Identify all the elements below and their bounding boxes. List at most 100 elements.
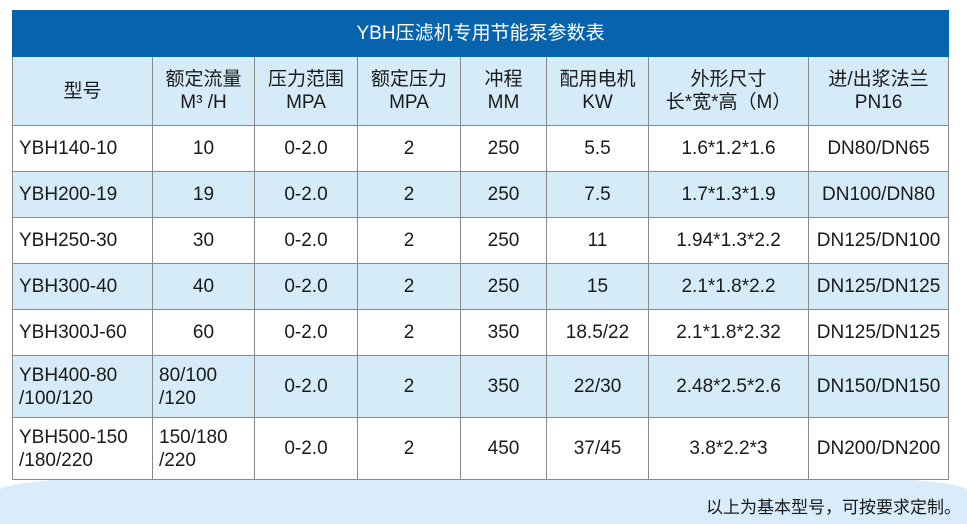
- cell-motor: 22/30: [546, 355, 649, 418]
- cell-stroke: 250: [460, 171, 547, 218]
- cell-pressure: 2: [357, 417, 461, 480]
- header-label: 外形尺寸: [690, 69, 767, 90]
- cell-motor: 7.5: [546, 171, 649, 218]
- column-header: 外形尺寸 长*宽*高（M）: [648, 56, 809, 126]
- cell-line: 80/100: [159, 364, 218, 386]
- column-header: 配用电机 KW: [546, 56, 649, 126]
- cell-flange: DN100/DN80: [807, 171, 950, 218]
- cell-range: 0-2.0: [254, 355, 358, 418]
- table-row: YBH300-40 40 0-2.0 2 250 15 2.1*1.8*2.2 DN125/D…: [12, 263, 950, 310]
- cell-pressure: 2: [357, 217, 461, 264]
- cell-flow: 60: [152, 309, 255, 356]
- cell-line: YBH140-10: [19, 138, 118, 159]
- cell-size: 1.94*1.3*2.2: [648, 217, 809, 264]
- cell-model: YBH300-40: [12, 263, 153, 310]
- cell-flow: 40: [152, 263, 255, 310]
- column-header: 压力范围 MPA: [254, 56, 358, 126]
- cell-line: YBH250-30: [19, 230, 118, 251]
- header-unit: PN16: [854, 92, 903, 113]
- header-unit: 长*宽*高（M）: [665, 92, 792, 113]
- column-header: 型号: [12, 56, 153, 126]
- cell-size: 1.7*1.3*1.9: [648, 171, 809, 218]
- cell-motor: 15: [546, 263, 649, 310]
- cell-flange: DN200/DN200: [807, 417, 950, 480]
- table-row: YBH400-80/100/120 80/100/120 0-2.0 2 350 22/3…: [12, 355, 950, 418]
- cell-model: YBH200-19: [12, 171, 153, 218]
- cell-model: YBH250-30: [12, 217, 153, 264]
- cell-range: 0-2.0: [254, 171, 358, 218]
- column-header: 额定流量 M³ /H: [152, 56, 255, 126]
- column-header: 进/出浆法兰 PN16: [807, 56, 950, 126]
- cell-line: YBH300-40: [19, 276, 118, 297]
- table-row: YBH500-150/180/220 150/180/220 0-2.0 2 450 37…: [12, 417, 950, 480]
- cell-line: 60: [192, 322, 215, 343]
- cell-motor: 11: [546, 217, 649, 264]
- table-row: YBH250-30 30 0-2.0 2 250 11 1.94*1.3*2.2 DN125/…: [12, 217, 950, 264]
- cell-flow: 30: [152, 217, 255, 264]
- cell-size: 2.1*1.8*2.2: [648, 263, 809, 310]
- table-title: YBH压滤机专用节能泵参数表: [11, 10, 950, 57]
- header-row: 型号 额定流量 M³ /H 压力范围 MPA 额定压力 MPA 冲程 MM 配用电机 KW 外形尺寸长…: [12, 56, 950, 126]
- cell-model: YBH400-80/100/120: [12, 355, 153, 418]
- cell-size: 1.6*1.2*1.6: [648, 125, 809, 172]
- cell-pressure: 2: [357, 125, 461, 172]
- header-label: 冲程: [484, 69, 523, 90]
- cell-motor: 37/45: [546, 417, 649, 480]
- cell-flange: DN80/DN65: [807, 125, 950, 172]
- header-label: 压力范围: [267, 69, 344, 90]
- table-row: YBH300J-60 60 0-2.0 2 350 18.5/22 2.1*1.8*2.32…: [12, 309, 950, 356]
- cell-motor: 5.5: [546, 125, 649, 172]
- cell-size: 2.48*2.5*2.6: [648, 355, 809, 418]
- spec-table-container: YBH压滤机专用节能泵参数表 型号 额定流量 M³ /H 压力范围 MPA 额定压力 MPA…: [11, 10, 950, 480]
- cell-range: 0-2.0: [254, 217, 358, 264]
- cell-pressure: 2: [357, 263, 461, 310]
- header-label: 进/出浆法兰: [828, 69, 929, 90]
- cell-stroke: 250: [460, 125, 547, 172]
- header-unit: KW: [582, 92, 613, 113]
- cell-model: YBH300J-60: [12, 309, 153, 356]
- cell-stroke: 250: [460, 217, 547, 264]
- cell-size: 3.8*2.2*3: [648, 417, 809, 480]
- table-body: YBH140-10 10 0-2.0 2 250 5.5 1.6*1.2*1.6 DN80/D…: [12, 125, 950, 480]
- cell-flow: 19: [152, 171, 255, 218]
- cell-line: 30: [192, 230, 215, 251]
- cell-flange: DN125/DN100: [807, 217, 950, 264]
- table-row: YBH200-19 19 0-2.0 2 250 7.5 1.7*1.3*1.9 DN100/…: [12, 171, 950, 218]
- cell-flow: 10: [152, 125, 255, 172]
- cell-flange: DN125/DN125: [807, 309, 950, 356]
- cell-stroke: 450: [460, 417, 547, 480]
- cell-stroke: 350: [460, 355, 547, 418]
- cell-line: /220: [159, 449, 196, 471]
- header-unit: M³ /H: [180, 92, 227, 113]
- cell-line: /180/220: [19, 449, 93, 471]
- footnote: 以上为基本型号，可按要求定制。: [706, 498, 961, 517]
- cell-model: YBH140-10: [12, 125, 153, 172]
- cell-motor: 18.5/22: [546, 309, 649, 356]
- cell-flow: 150/180/220: [152, 417, 255, 480]
- table-row: YBH140-10 10 0-2.0 2 250 5.5 1.6*1.2*1.6 DN80/D…: [12, 125, 950, 172]
- cell-model: YBH500-150/180/220: [12, 417, 153, 480]
- cell-pressure: 2: [357, 171, 461, 218]
- header-label: 配用电机: [559, 69, 636, 90]
- cell-line: YBH200-19: [19, 184, 118, 205]
- cell-line: YBH300J-60: [19, 322, 127, 343]
- cell-range: 0-2.0: [254, 263, 358, 310]
- header-label: 额定压力: [370, 69, 447, 90]
- cell-line: /120: [159, 387, 196, 409]
- spec-table: YBH压滤机专用节能泵参数表 型号 额定流量 M³ /H 压力范围 MPA 额定压力 MPA…: [11, 10, 950, 480]
- column-header: 额定压力 MPA: [357, 56, 461, 126]
- cell-line: 40: [192, 276, 215, 297]
- cell-range: 0-2.0: [254, 417, 358, 480]
- header-label: 型号: [63, 80, 102, 102]
- column-header: 冲程 MM: [460, 56, 547, 126]
- cell-pressure: 2: [357, 355, 461, 418]
- cell-flow: 80/100/120: [152, 355, 255, 418]
- cell-flange: DN150/DN150: [807, 355, 950, 418]
- cell-stroke: 350: [460, 309, 547, 356]
- cell-stroke: 250: [460, 263, 547, 310]
- header-unit: MM: [487, 92, 520, 113]
- cell-range: 0-2.0: [254, 125, 358, 172]
- cell-pressure: 2: [357, 309, 461, 356]
- cell-line: 150/180: [159, 426, 228, 448]
- cell-range: 0-2.0: [254, 309, 358, 356]
